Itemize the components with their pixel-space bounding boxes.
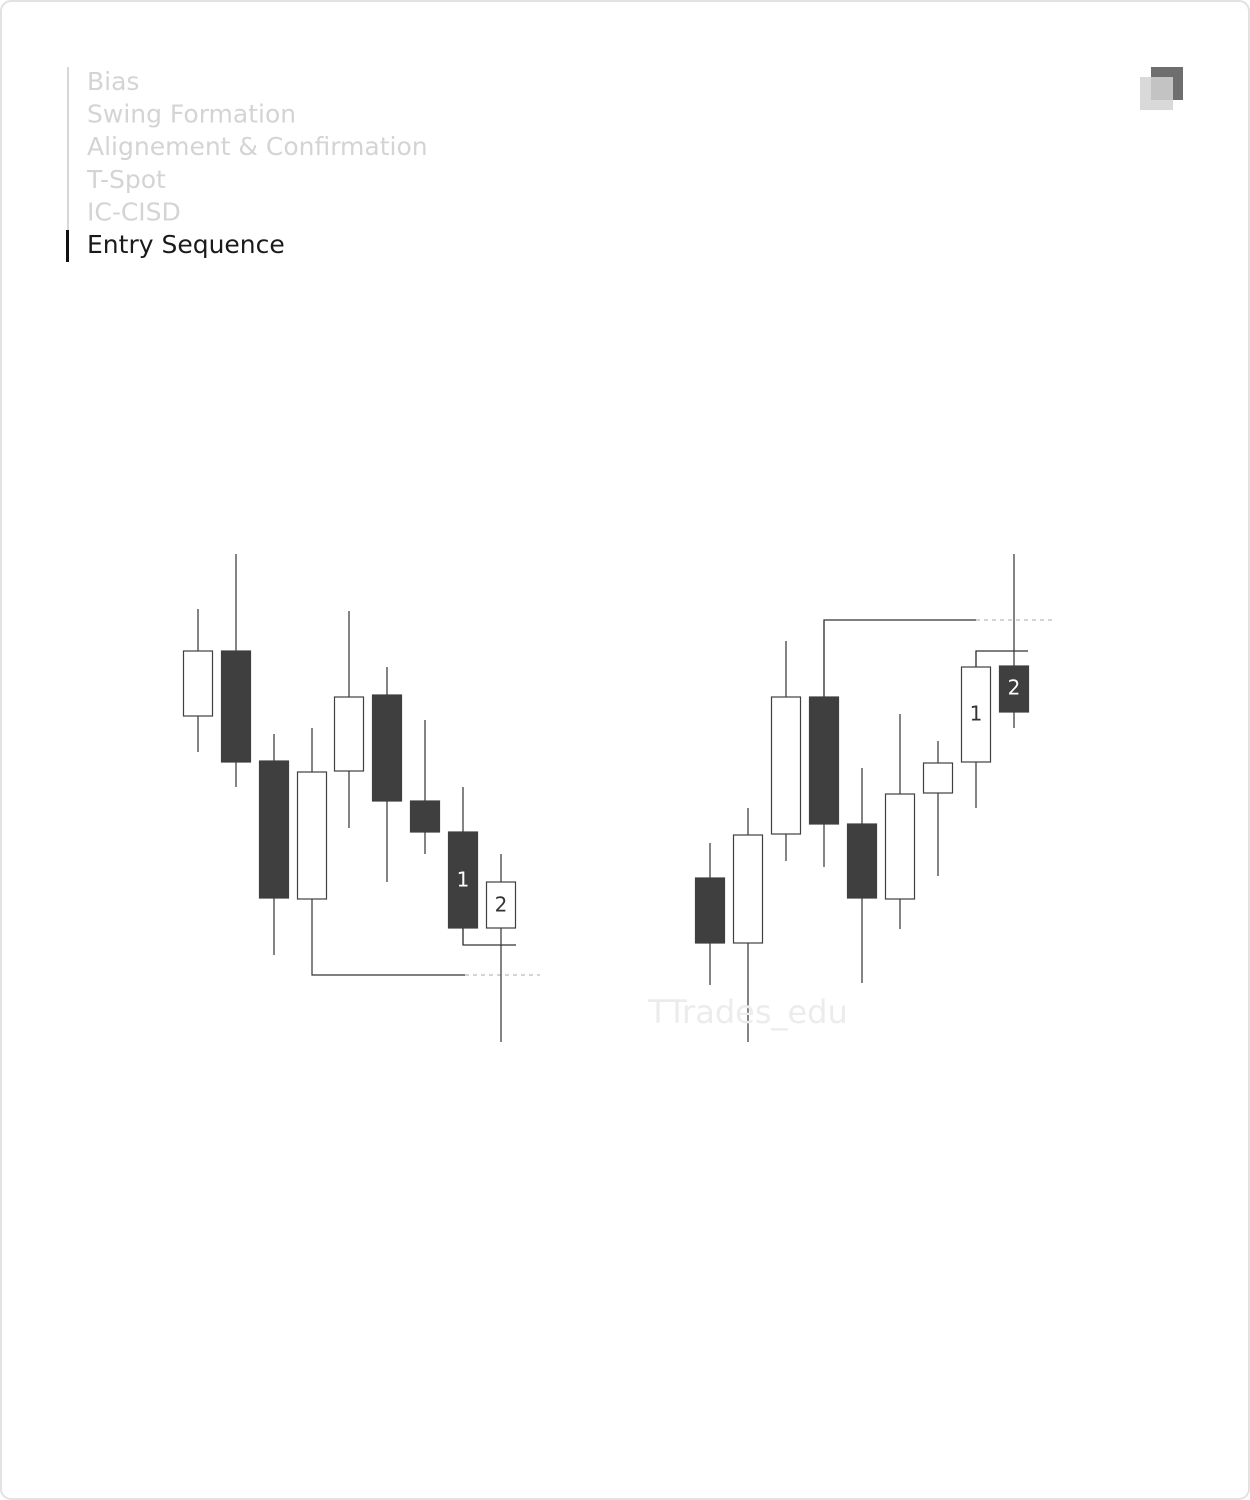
candle-body [998, 665, 1030, 713]
candle-body [296, 771, 328, 900]
left-diagram: 12 [182, 554, 540, 1042]
nav-item: Bias [87, 67, 139, 96]
candle-body [258, 760, 290, 899]
nav-item: Entry Sequence [87, 230, 285, 259]
candle-label: 2 [1008, 676, 1021, 700]
candle-body [220, 650, 252, 763]
candle-label: 2 [495, 893, 508, 917]
nav-item: IC-CISD [87, 197, 181, 226]
candle-body [922, 762, 954, 794]
candle-body [846, 823, 878, 899]
candle-body [409, 800, 441, 833]
candle-body [732, 834, 764, 944]
right-diagram: 12 [694, 554, 1052, 1042]
candle-label: 1 [457, 868, 470, 892]
logo-square [1140, 77, 1173, 110]
candle-body [333, 696, 365, 772]
candle-body [694, 877, 726, 944]
watermark: TTrades_edu [647, 993, 848, 1031]
candle-label: 1 [970, 702, 983, 726]
nav-active-marker [66, 230, 69, 262]
candle-body [884, 793, 916, 900]
candle-body [371, 694, 403, 802]
candle-body [808, 696, 840, 825]
nav-item: Alignement & Confirmation [87, 132, 428, 161]
logo [1140, 67, 1183, 110]
candle-body [960, 666, 992, 763]
candle-body [485, 881, 517, 929]
candle-body [182, 650, 214, 717]
candle-body [770, 696, 802, 835]
nav-item: Swing Formation [87, 100, 296, 129]
nav: Bias Swing Formation Alignement & Confirma… [66, 67, 428, 262]
nav-item: T-Spot [86, 165, 166, 194]
candle-body [447, 831, 479, 929]
nav-rail [67, 67, 69, 230]
level-line [311, 899, 465, 976]
